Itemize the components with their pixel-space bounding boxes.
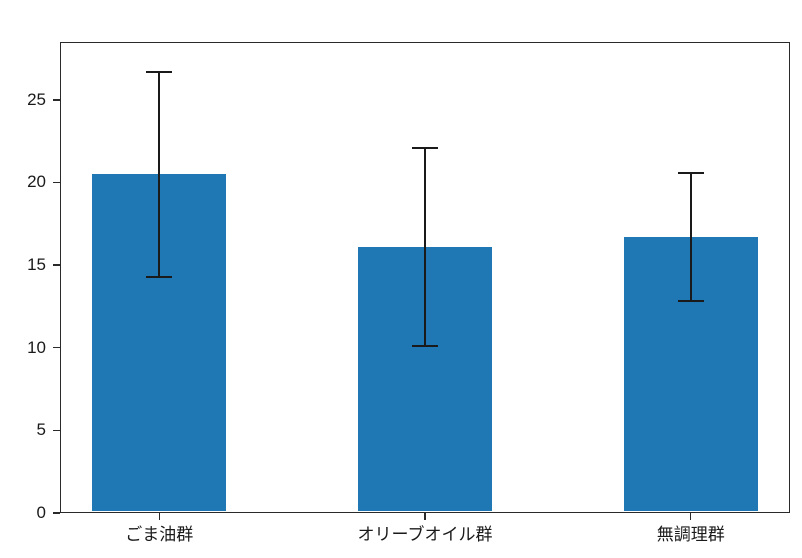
y-tick-label: 10	[27, 337, 46, 357]
y-tick-mark	[53, 346, 60, 349]
error-bar-line	[158, 71, 161, 277]
error-bar-line	[424, 147, 426, 347]
y-tick-label: 5	[36, 420, 46, 440]
error-bar-cap-bottom	[677, 299, 704, 302]
x-tick-mark	[158, 513, 161, 520]
y-tick-mark	[53, 99, 60, 101]
x-tick-mark	[424, 513, 426, 520]
x-tick-mark	[689, 513, 692, 520]
y-tick-mark	[53, 264, 60, 266]
y-tick-label: 0	[36, 503, 46, 522]
error-bar-cap-bottom	[146, 275, 173, 278]
y-tick-mark	[53, 512, 60, 514]
y-tick-mark	[53, 429, 60, 432]
y-tick-label: 15	[27, 255, 46, 275]
x-tick-label: 無調理群	[656, 525, 725, 544]
y-tick-label: 20	[27, 172, 46, 192]
error-bar-cap-bottom	[412, 345, 438, 348]
x-tick-label: オリーブオイル群	[357, 525, 493, 544]
x-tick-label: ごま油群	[125, 525, 194, 544]
y-tick-mark	[53, 181, 60, 184]
error-bar-cap-top	[677, 172, 704, 175]
error-bar-line	[689, 173, 692, 301]
y-tick-label: 25	[27, 89, 46, 109]
error-bar-cap-top	[412, 146, 438, 149]
error-bar-cap-top	[146, 70, 173, 73]
